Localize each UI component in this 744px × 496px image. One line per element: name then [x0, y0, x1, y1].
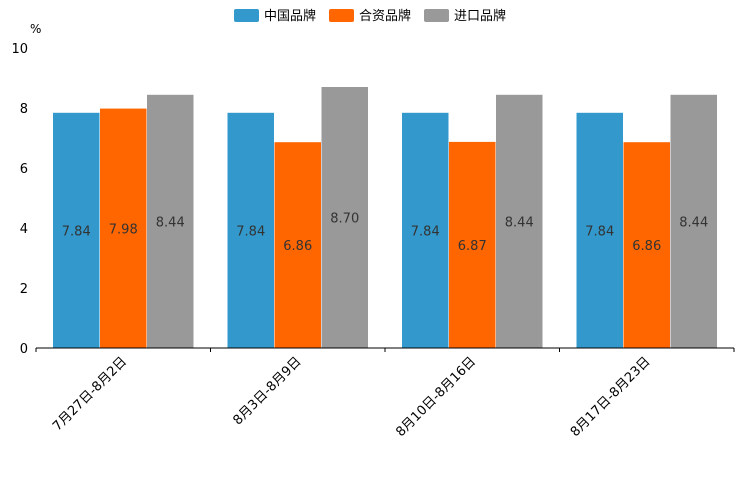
y-tick-label: 4 [20, 222, 28, 237]
legend-swatch [424, 9, 449, 22]
data-label: 7.84 [411, 224, 440, 239]
legend: 中国品牌 合资品牌 进口品牌 [234, 8, 506, 24]
bar-1-2 [227, 112, 274, 348]
legend-swatch [234, 9, 259, 22]
data-label: 6.86 [283, 239, 312, 254]
bar-2-1 [100, 108, 147, 348]
bar-2-4 [623, 142, 670, 348]
data-label: 6.86 [632, 239, 661, 254]
legend-label: 中国品牌 [264, 8, 316, 24]
data-label: 6.87 [458, 239, 487, 254]
data-label: 7.84 [62, 224, 91, 239]
x-tick-label: 7月27日-8月2日 [50, 354, 130, 434]
x-tick-label: 8月17日-8月23日 [568, 354, 654, 440]
legend-label: 合资品牌 [359, 8, 411, 24]
bar-3-3 [496, 94, 543, 348]
bar-1-1 [53, 112, 100, 348]
x-tick-label: 8月10日-8月16日 [393, 354, 479, 440]
y-tick-label: 6 [20, 162, 28, 177]
y-tick-label: 10 [11, 42, 28, 57]
bar-3-4 [670, 94, 717, 348]
data-label: 8.44 [679, 215, 708, 230]
y-axis: 0 2 4 6 8 10 [11, 42, 28, 357]
data-label: 8.44 [505, 215, 534, 230]
y-axis-unit-label: % [30, 22, 41, 36]
legend-label: 进口品牌 [454, 8, 506, 24]
y-tick-label: 0 [20, 342, 28, 357]
data-label: 7.84 [236, 224, 265, 239]
data-label: 8.70 [330, 212, 359, 227]
bar-2-2 [274, 142, 321, 348]
bar-2-3 [449, 141, 496, 348]
bar-1-3 [402, 112, 449, 348]
y-tick-label: 2 [20, 282, 28, 297]
bar-1-4 [576, 112, 623, 348]
x-axis: 7月27日-8月2日 8月3日-8月9日 8月10日-8月16日 8月17日-8月23… [35, 348, 735, 440]
bar-3-1 [147, 94, 194, 348]
bar-3-2 [321, 87, 368, 348]
legend-swatch [329, 9, 354, 22]
data-label: 8.44 [156, 215, 185, 230]
y-tick-label: 8 [20, 102, 28, 117]
data-labels: 7.84 7.84 7.84 7.84 7.98 6.86 6.87 6.86 8.44 8.70… [62, 212, 708, 255]
data-label: 7.98 [109, 222, 138, 237]
data-label: 7.84 [585, 224, 614, 239]
x-tick-label: 8月3日-8月9日 [230, 354, 304, 428]
bars [53, 87, 717, 348]
